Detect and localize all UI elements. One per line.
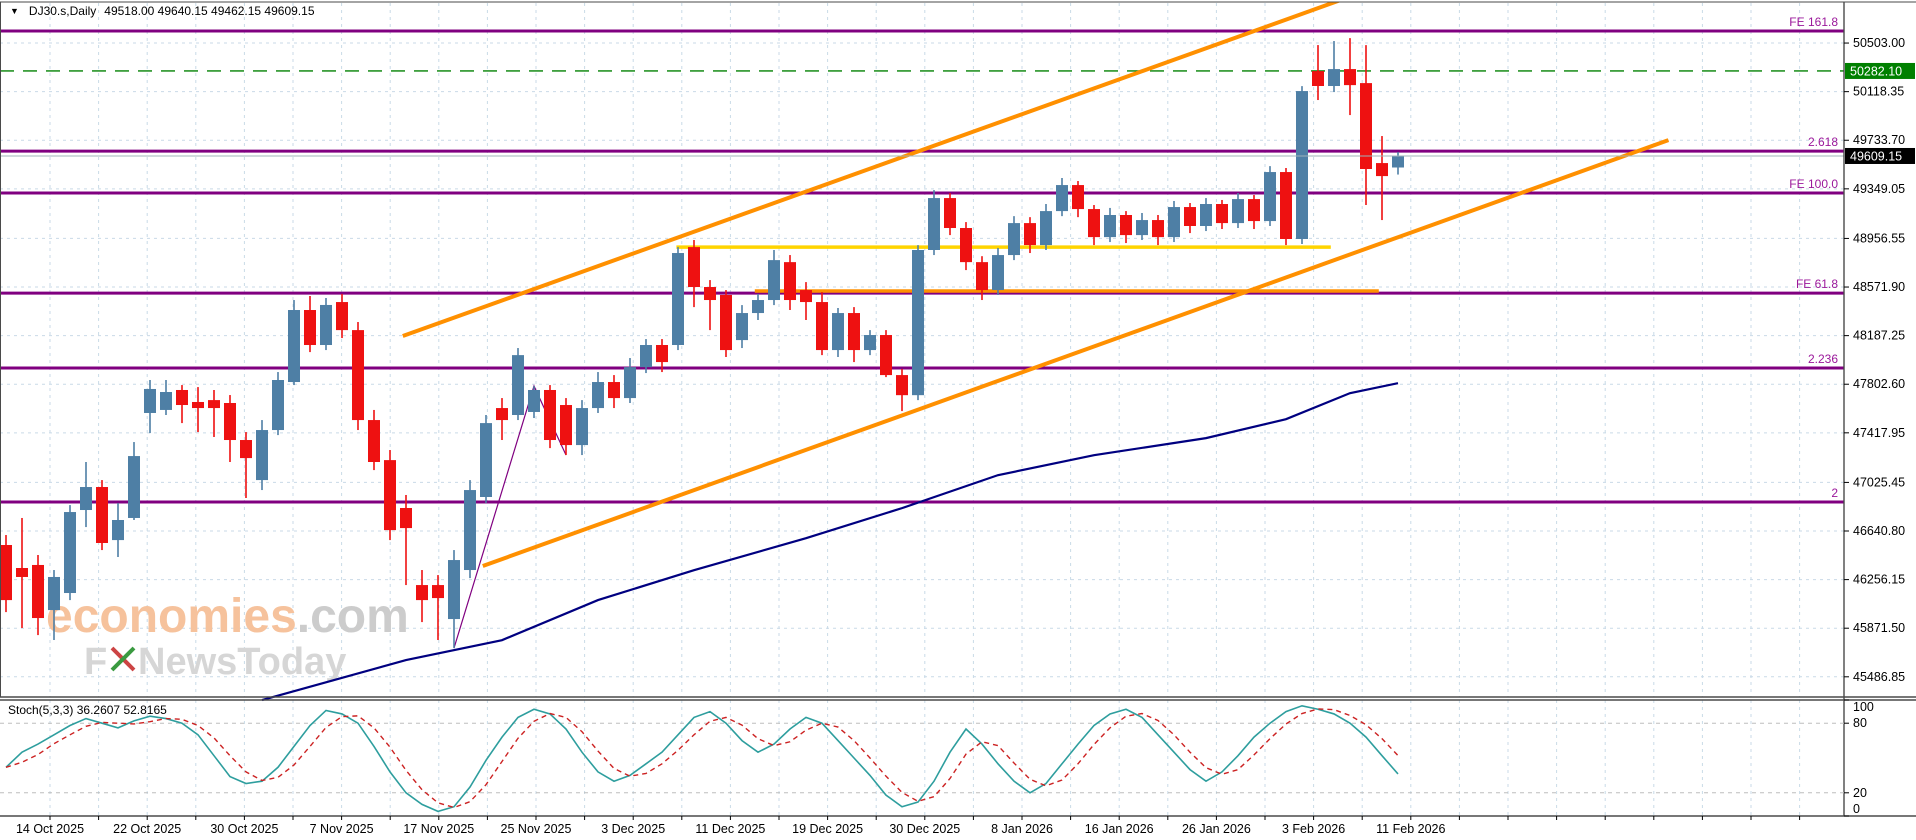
svg-text:49733.70: 49733.70	[1853, 133, 1905, 147]
svg-text:FE 61.8: FE 61.8	[1796, 277, 1838, 291]
ask-price-badge: 50282.10	[1845, 62, 1915, 79]
svg-text:45486.85: 45486.85	[1853, 670, 1905, 684]
svg-text:30 Oct 2025: 30 Oct 2025	[210, 822, 278, 836]
svg-text:16 Jan 2026: 16 Jan 2026	[1085, 822, 1154, 836]
svg-text:19 Dec 2025: 19 Dec 2025	[792, 822, 863, 836]
watermark: economies.com F NewsToday	[46, 590, 409, 683]
svg-text:49349.05: 49349.05	[1853, 182, 1905, 196]
svg-text:20: 20	[1853, 786, 1867, 800]
svg-text:50282.10: 50282.10	[1850, 64, 1902, 78]
svg-text:48571.90: 48571.90	[1853, 280, 1905, 294]
candlestick-series	[0, 38, 1404, 649]
stoch-k-line	[5, 704, 1399, 813]
svg-text:3 Feb 2026: 3 Feb 2026	[1282, 822, 1345, 836]
svg-text:22 Oct 2025: 22 Oct 2025	[113, 822, 181, 836]
symbol-dropdown-icon[interactable]: ▼	[10, 6, 19, 16]
svg-text:2.236: 2.236	[1808, 352, 1838, 366]
svg-text:NewsToday: NewsToday	[138, 641, 346, 683]
svg-text:100: 100	[1853, 700, 1874, 714]
svg-text:14 Oct 2025: 14 Oct 2025	[16, 822, 84, 836]
svg-text:25 Nov 2025: 25 Nov 2025	[501, 822, 572, 836]
svg-text:48187.25: 48187.25	[1853, 329, 1905, 343]
svg-text:47417.95: 47417.95	[1853, 426, 1905, 440]
stoch-d-line	[5, 708, 1399, 809]
svg-text:30 Dec 2025: 30 Dec 2025	[889, 822, 960, 836]
symbol-timeframe-label: DJ30.s,Daily	[28, 4, 97, 18]
svg-text:45871.50: 45871.50	[1853, 621, 1905, 635]
svg-text:11 Dec 2025: 11 Dec 2025	[695, 822, 765, 836]
bid-price-badge: 49609.15	[1845, 147, 1915, 164]
svg-text:8 Jan 2026: 8 Jan 2026	[991, 822, 1053, 836]
svg-text:48956.55: 48956.55	[1853, 231, 1905, 245]
svg-text:80: 80	[1853, 716, 1867, 730]
symbol-title: ▼ DJ30.s,Daily 49518.00 49640.15 49462.1…	[10, 4, 315, 18]
svg-text:47025.45: 47025.45	[1853, 475, 1905, 489]
ohlc-readout: 49518.00 49640.15 49462.15 49609.15	[104, 4, 315, 18]
svg-text:7 Nov 2025: 7 Nov 2025	[310, 822, 374, 836]
svg-text:46640.80: 46640.80	[1853, 524, 1905, 538]
svg-text:46256.15: 46256.15	[1853, 573, 1905, 587]
svg-text:47802.60: 47802.60	[1853, 377, 1905, 391]
svg-text:FE 161.8: FE 161.8	[1789, 15, 1838, 29]
svg-text:FE 100.0: FE 100.0	[1789, 177, 1838, 191]
svg-text:17 Nov 2025: 17 Nov 2025	[403, 822, 474, 836]
stochastic-panel[interactable]: 100 80 20 0	[0, 699, 1874, 817]
svg-text:F: F	[84, 641, 107, 683]
svg-text:3 Dec 2025: 3 Dec 2025	[601, 822, 665, 836]
svg-text:0: 0	[1853, 802, 1860, 816]
date-axis[interactable]: 14 Oct 2025 22 Oct 2025 30 Oct 2025 7 Nov 2…	[16, 816, 1801, 836]
svg-text:49609.15: 49609.15	[1850, 149, 1902, 163]
svg-text:2: 2	[1831, 486, 1838, 500]
svg-text:26 Jan 2026: 26 Jan 2026	[1182, 822, 1251, 836]
svg-text:50118.35: 50118.35	[1853, 85, 1904, 99]
stochastic-indicator-label: Stoch(5,3,3) 36.2607 52.8165	[8, 703, 167, 717]
svg-text:11 Feb 2026: 11 Feb 2026	[1376, 822, 1445, 836]
svg-text:2.618: 2.618	[1808, 135, 1838, 149]
svg-text:50503.00: 50503.00	[1853, 36, 1905, 50]
trend-channel[interactable]	[402, 0, 1670, 568]
svg-text:economies.com: economies.com	[46, 590, 409, 643]
moving-average-line	[261, 382, 1399, 702]
price-axis[interactable]: 50503.00 50118.35 49733.70 49349.05 48956.55…	[1844, 36, 1915, 684]
